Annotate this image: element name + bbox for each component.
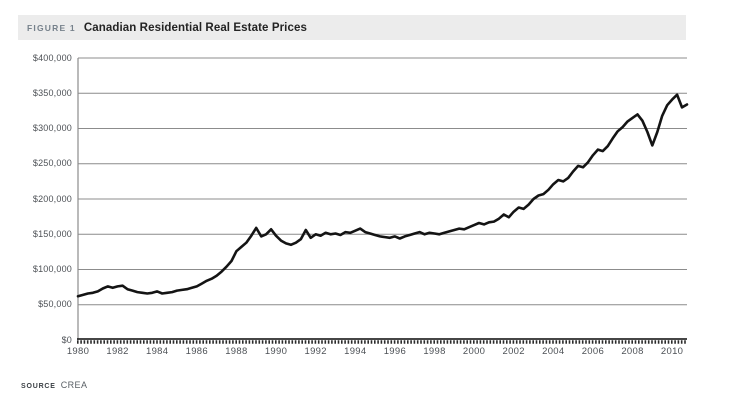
y-axis-tick-label: $300,000: [32, 123, 72, 133]
x-axis-tick-label: 1980: [66, 346, 90, 357]
source-value: CREA: [60, 380, 88, 390]
figure-title: Canadian Residential Real Estate Prices: [83, 21, 307, 34]
y-axis-tick-label: $350,000: [32, 87, 72, 98]
price-line: [76, 93, 689, 298]
x-axis-tick-label: 1982: [106, 346, 129, 357]
y-axis-tick-label: $200,000: [32, 193, 72, 204]
x-axis-tick-label: 2002: [502, 346, 525, 357]
x-axis-tick-label: 1996: [383, 346, 407, 357]
x-axis-tick-label: 1988: [225, 346, 248, 357]
source-note: SOURCE CREA: [21, 380, 87, 390]
y-axis-tick-label: $150,000: [32, 228, 72, 239]
x-axis-tick-label: 1986: [185, 346, 208, 357]
figure-title-band: FIGURE 1 Canadian Residential Real Estat…: [18, 15, 686, 40]
x-axis-tick-label: 1992: [304, 346, 327, 357]
x-axis-tick-label: 1994: [344, 346, 367, 357]
y-axis-tick-label: $250,000: [32, 158, 72, 169]
x-axis-tick-label: 2000: [462, 346, 486, 357]
x-axis-tick-label: 2004: [542, 346, 565, 357]
x-axis-tick-label: 2008: [621, 346, 644, 357]
x-axis-tick-label: 1984: [146, 346, 169, 357]
x-axis-tick-label: 1990: [264, 346, 288, 357]
y-axis-tick-label: $0: [61, 334, 72, 345]
x-axis-tick-label: 2010: [660, 346, 684, 357]
y-axis-tick-label: $400,000: [32, 52, 72, 63]
y-axis-tick-label: $100,000: [32, 264, 72, 274]
x-axis-tick-label: 2006: [581, 346, 605, 357]
figure-label: FIGURE 1: [27, 22, 76, 33]
x-axis-tick-label: 1998: [423, 346, 446, 357]
y-axis-tick-label: $50,000: [38, 299, 72, 310]
source-label: SOURCE: [21, 383, 56, 390]
